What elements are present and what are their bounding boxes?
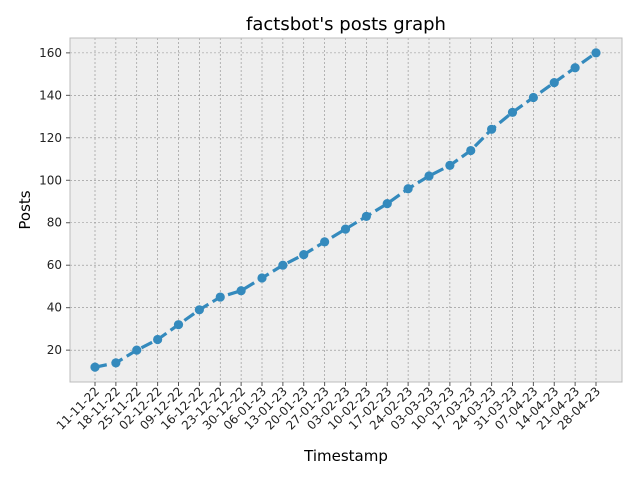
y-tick-label: 100 [39, 173, 62, 187]
y-tick-label: 140 [39, 88, 62, 102]
chart-title: factsbot's posts graph [246, 14, 446, 35]
y-tick-label: 120 [39, 131, 62, 145]
data-point [382, 199, 392, 209]
y-tick-label: 40 [47, 301, 62, 315]
x-axis-ticks: 11-11-2218-11-2225-11-2202-12-2209-12-22… [54, 382, 603, 433]
data-point [466, 145, 476, 156]
data-point [194, 305, 204, 315]
data-point [403, 184, 413, 194]
data-point [153, 334, 163, 345]
data-point [570, 63, 580, 73]
data-point [132, 345, 142, 355]
plot-area [70, 38, 622, 382]
y-tick-label: 20 [47, 343, 62, 357]
data-point [320, 237, 330, 247]
data-point [507, 107, 518, 117]
data-point [361, 211, 371, 221]
y-axis-ticks: 20 40 60 80 100 120 140 160 [39, 46, 70, 357]
data-point [549, 77, 559, 88]
data-point [173, 320, 184, 330]
data-point [424, 171, 434, 181]
data-point [278, 260, 288, 270]
data-point [591, 48, 601, 58]
data-point [111, 358, 121, 368]
y-tick-label: 160 [39, 46, 62, 60]
data-point [445, 160, 455, 171]
data-point [299, 249, 309, 260]
data-point [340, 224, 351, 234]
data-point [528, 92, 538, 103]
series-points [90, 48, 601, 372]
y-tick-label: 60 [47, 258, 62, 272]
y-tick-label: 80 [47, 216, 62, 230]
x-axis-label: Timestamp [303, 447, 388, 465]
data-point [90, 362, 100, 372]
data-point [215, 292, 225, 302]
data-point [257, 273, 267, 283]
data-point [236, 286, 246, 296]
y-axis-label: Posts [16, 190, 34, 229]
grid-lines [70, 38, 622, 382]
data-point [487, 124, 497, 134]
